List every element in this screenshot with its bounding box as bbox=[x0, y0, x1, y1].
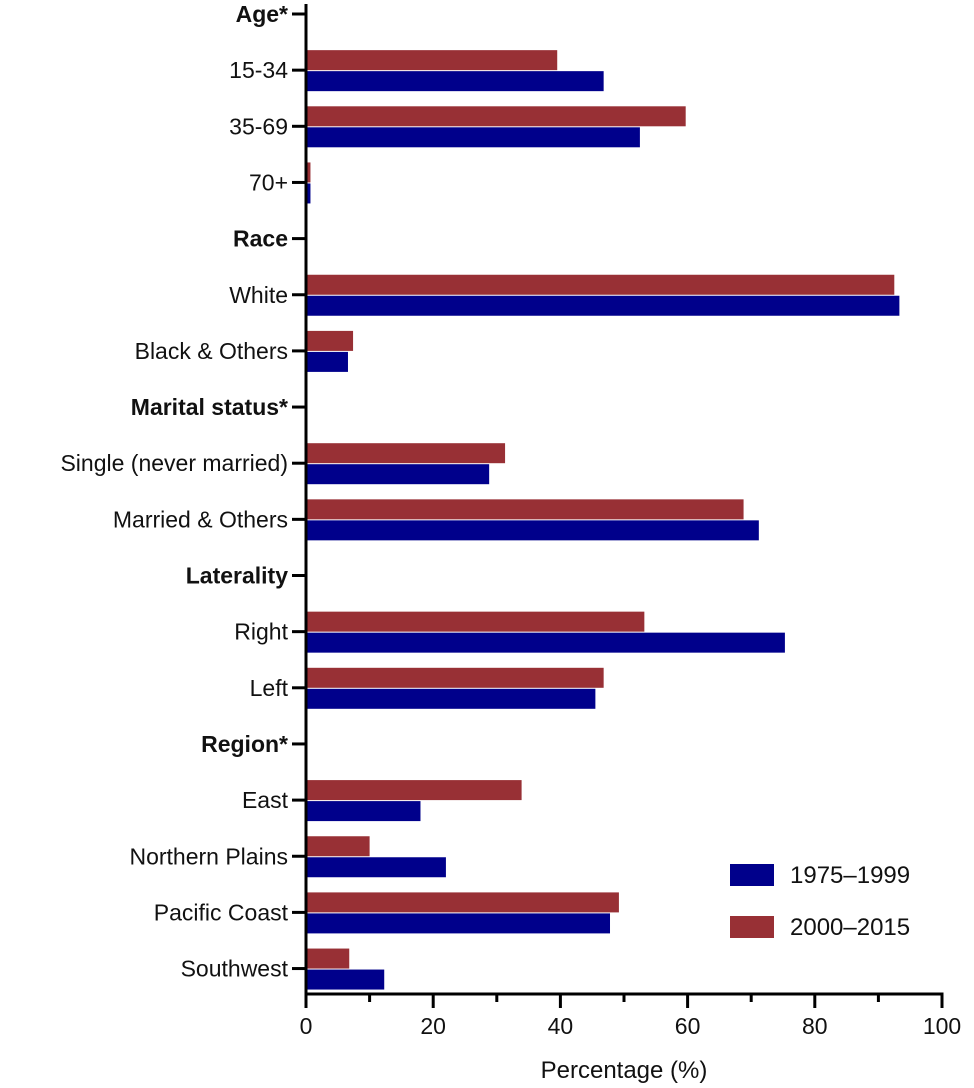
bar-2000-2015 bbox=[306, 499, 744, 520]
category-label: Single (never married) bbox=[60, 450, 288, 476]
bar-1975-1999 bbox=[306, 464, 490, 485]
bar-2000-2015 bbox=[306, 162, 311, 183]
x-axis-title: Percentage (%) bbox=[541, 1057, 708, 1084]
x-tick-label: 0 bbox=[300, 1013, 313, 1039]
group-header-label: Laterality bbox=[186, 563, 288, 589]
x-tick-label: 20 bbox=[420, 1013, 446, 1039]
category-label: 70+ bbox=[249, 169, 288, 195]
bar-2000-2015 bbox=[306, 274, 895, 295]
bar-2000-2015 bbox=[306, 948, 350, 969]
bar-2000-2015 bbox=[306, 892, 619, 913]
bar-2000-2015 bbox=[306, 780, 522, 801]
bar-2000-2015 bbox=[306, 50, 558, 71]
legend: 1975–1999 2000–2015 bbox=[730, 862, 910, 941]
category-label: 35-69 bbox=[229, 113, 288, 139]
legend-swatch bbox=[730, 916, 774, 938]
bar-1975-1999 bbox=[306, 969, 385, 990]
y-axis: Age* 15-34 35-69 70+ Race White Black & Others… bbox=[60, 1, 308, 996]
bar-1975-1999 bbox=[306, 857, 446, 878]
bar-2000-2015 bbox=[306, 667, 604, 688]
category-label: Northern Plains bbox=[129, 843, 288, 869]
category-label: 15-34 bbox=[229, 57, 288, 83]
bar-2000-2015 bbox=[306, 836, 370, 857]
category-label: Married & Others bbox=[113, 506, 288, 532]
bar-2000-2015 bbox=[306, 443, 506, 464]
x-axis: 0 20 40 60 80 100 bbox=[300, 992, 961, 1039]
group-header-label: Region* bbox=[201, 731, 288, 757]
bar-1975-1999 bbox=[306, 913, 611, 934]
category-label: White bbox=[229, 282, 288, 308]
category-label: Right bbox=[234, 619, 288, 645]
group-header-label: Marital status* bbox=[131, 394, 288, 420]
x-tick-label: 40 bbox=[548, 1013, 574, 1039]
bar-1975-1999 bbox=[306, 632, 785, 653]
bar-2000-2015 bbox=[306, 611, 645, 632]
bars-layer bbox=[306, 50, 900, 990]
legend-label: 2000–2015 bbox=[790, 914, 910, 941]
bar-2000-2015 bbox=[306, 106, 686, 127]
x-tick-label: 60 bbox=[675, 1013, 701, 1039]
bar-1975-1999 bbox=[306, 351, 348, 372]
bar-1975-1999 bbox=[306, 688, 596, 709]
bar-1975-1999 bbox=[306, 520, 759, 541]
legend-label: 1975–1999 bbox=[790, 862, 910, 889]
bar-1975-1999 bbox=[306, 183, 311, 204]
bar-1975-1999 bbox=[306, 295, 900, 316]
bar-1975-1999 bbox=[306, 71, 604, 92]
category-label: Southwest bbox=[181, 956, 289, 982]
x-tick-label: 100 bbox=[923, 1013, 961, 1039]
legend-swatch bbox=[730, 864, 774, 886]
category-label: Pacific Coast bbox=[154, 899, 289, 925]
category-label: Left bbox=[250, 675, 289, 701]
x-tick-label: 80 bbox=[802, 1013, 828, 1039]
group-header-label: Age* bbox=[236, 1, 288, 27]
bar-2000-2015 bbox=[306, 330, 354, 351]
group-header-label: Race bbox=[233, 226, 288, 252]
bar-1975-1999 bbox=[306, 127, 640, 148]
bar-1975-1999 bbox=[306, 801, 421, 822]
category-label: Black & Others bbox=[135, 338, 288, 364]
category-label: East bbox=[242, 787, 289, 813]
